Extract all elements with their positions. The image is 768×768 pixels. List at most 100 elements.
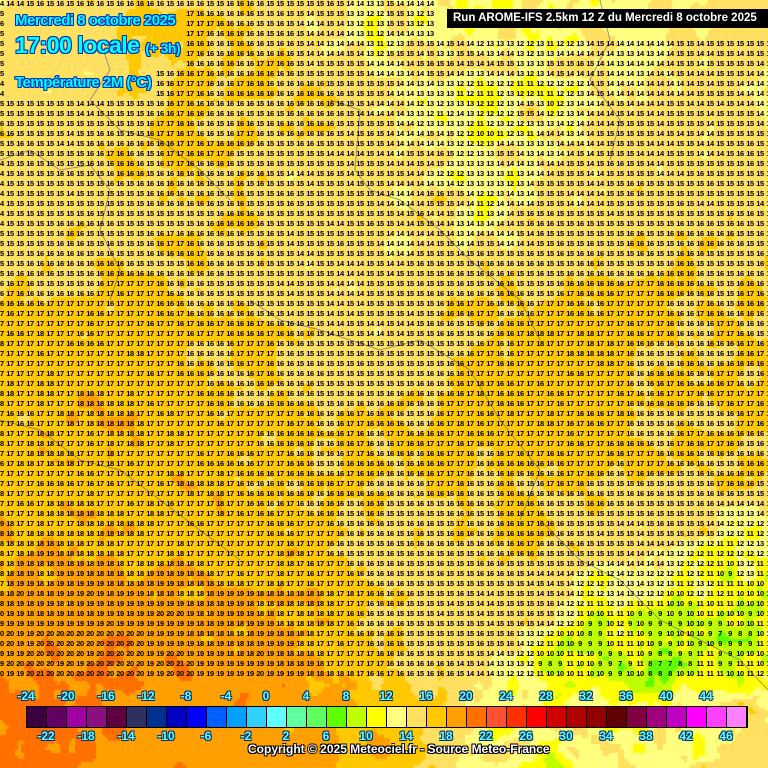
temperature-value: 15 <box>205 0 215 9</box>
temperature-value: 16 <box>515 469 525 479</box>
temperature-value: 15 <box>35 99 45 109</box>
temperature-value: 11 <box>365 19 375 29</box>
value-row: 1515151515151616161515161515151616171716… <box>0 239 768 249</box>
temperature-value: 16 <box>115 139 125 149</box>
temperature-value: 16 <box>715 469 725 479</box>
temperature-value: 19 <box>25 569 35 579</box>
temperature-value: 16 <box>225 319 235 329</box>
temperature-value: 16 <box>175 249 185 259</box>
temperature-value: 18 <box>45 499 55 509</box>
temperature-value: 14 <box>555 159 565 169</box>
temperature-value: 16 <box>275 429 285 439</box>
temperature-value: 16 <box>675 199 685 209</box>
temperature-value: 15 <box>165 209 175 219</box>
temperature-value: 14 <box>355 49 365 59</box>
temperature-value: 20 <box>45 659 55 669</box>
temperature-value: 17 <box>165 129 175 139</box>
temperature-value: 15 <box>425 279 435 289</box>
temperature-value: 15 <box>245 149 255 159</box>
temperature-value: 17 <box>585 379 595 389</box>
temperature-value: 16 <box>135 139 145 149</box>
temperature-value: 17 <box>385 429 395 439</box>
temperature-value: 15 <box>675 69 685 79</box>
temperature-value: 15 <box>15 219 25 229</box>
temperature-value: 18 <box>245 599 255 609</box>
temperature-value: 16 <box>305 129 315 139</box>
temperature-value: 16 <box>715 309 725 319</box>
temperature-value: 14 <box>335 279 345 289</box>
temperature-value: 16 <box>765 429 768 439</box>
temperature-value: 18 <box>145 589 155 599</box>
temperature-value: 19 <box>125 599 135 609</box>
temperature-value: 15 <box>215 289 225 299</box>
temperature-value: 12 <box>475 189 485 199</box>
temperature-value: 16 <box>165 309 175 319</box>
temperature-value: 16 <box>95 129 105 139</box>
temperature-value: 16 <box>355 349 365 359</box>
temperature-value: 16 <box>665 399 675 409</box>
temperature-value: 15 <box>5 229 15 239</box>
temperature-value: 16 <box>725 229 735 239</box>
temperature-value: 15 <box>295 179 305 189</box>
temperature-value: 16 <box>245 209 255 219</box>
temperature-value: 18 <box>135 439 145 449</box>
temperature-value: 17 <box>165 529 175 539</box>
temperature-value: 16 <box>585 479 595 489</box>
temperature-value: 16 <box>125 159 135 169</box>
temperature-value: 16 <box>515 539 525 549</box>
temperature-value: 13 <box>505 99 515 109</box>
temperature-value: 14 <box>355 149 365 159</box>
temperature-value: 16 <box>365 399 375 409</box>
temperature-value: 17 <box>135 379 145 389</box>
temperature-value: 16 <box>705 469 715 479</box>
temperature-value: 16 <box>735 449 745 459</box>
temperature-value: 16 <box>315 429 325 439</box>
temperature-value: 16 <box>245 169 255 179</box>
temperature-value: 17 <box>205 509 215 519</box>
temperature-value: 16 <box>365 619 375 629</box>
temperature-value: 15 <box>295 219 305 229</box>
temperature-value: 15 <box>345 359 355 369</box>
temperature-value: 15 <box>495 579 505 589</box>
temperature-value: 15 <box>45 209 55 219</box>
temperature-value: 19 <box>165 579 175 589</box>
temperature-value: 16 <box>555 399 565 409</box>
temperature-value: 15 <box>425 69 435 79</box>
temperature-value: 14 <box>585 49 595 59</box>
temperature-value: 17 <box>395 429 405 439</box>
temperature-value: 16 <box>225 9 235 19</box>
temperature-value: 15 <box>295 209 305 219</box>
temperature-value: 15 <box>395 539 405 549</box>
temperature-value: 20 <box>25 659 35 669</box>
temperature-value: 16 <box>665 409 675 419</box>
temperature-value: 18 <box>45 449 55 459</box>
temperature-value: 18 <box>275 609 285 619</box>
temperature-value: 16 <box>315 89 325 99</box>
temperature-value: 13 <box>435 89 445 99</box>
temperature-value: 15 <box>695 509 705 519</box>
temperature-value: 20 <box>185 659 195 669</box>
temperature-value: 16 <box>665 429 675 439</box>
temperature-value: 16 <box>365 129 375 139</box>
temperature-value: 17 <box>155 449 165 459</box>
temperature-value: 15 <box>605 129 615 139</box>
temperature-value: 17 <box>185 499 195 509</box>
temperature-value: 15 <box>295 289 305 299</box>
temperature-value: 16 <box>365 219 375 229</box>
temperature-value: 17 <box>615 399 625 409</box>
temperature-value: 16 <box>215 69 225 79</box>
temperature-value: 16 <box>345 389 355 399</box>
temperature-value: 16 <box>745 479 755 489</box>
temperature-value: 16 <box>85 319 95 329</box>
temperature-value: 16 <box>285 89 295 99</box>
temperature-value: 15 <box>605 549 615 559</box>
temperature-value: 17 <box>325 529 335 539</box>
temperature-value: 17 <box>315 519 325 529</box>
temperature-value: 10 <box>755 589 765 599</box>
temperature-value: 14 <box>705 149 715 159</box>
temperature-value: 15 <box>55 129 65 139</box>
temperature-value: 15 <box>485 639 495 649</box>
temperature-value: 16 <box>745 139 755 149</box>
temperature-value: 15 <box>355 59 365 69</box>
temperature-value: 18 <box>0 589 5 599</box>
